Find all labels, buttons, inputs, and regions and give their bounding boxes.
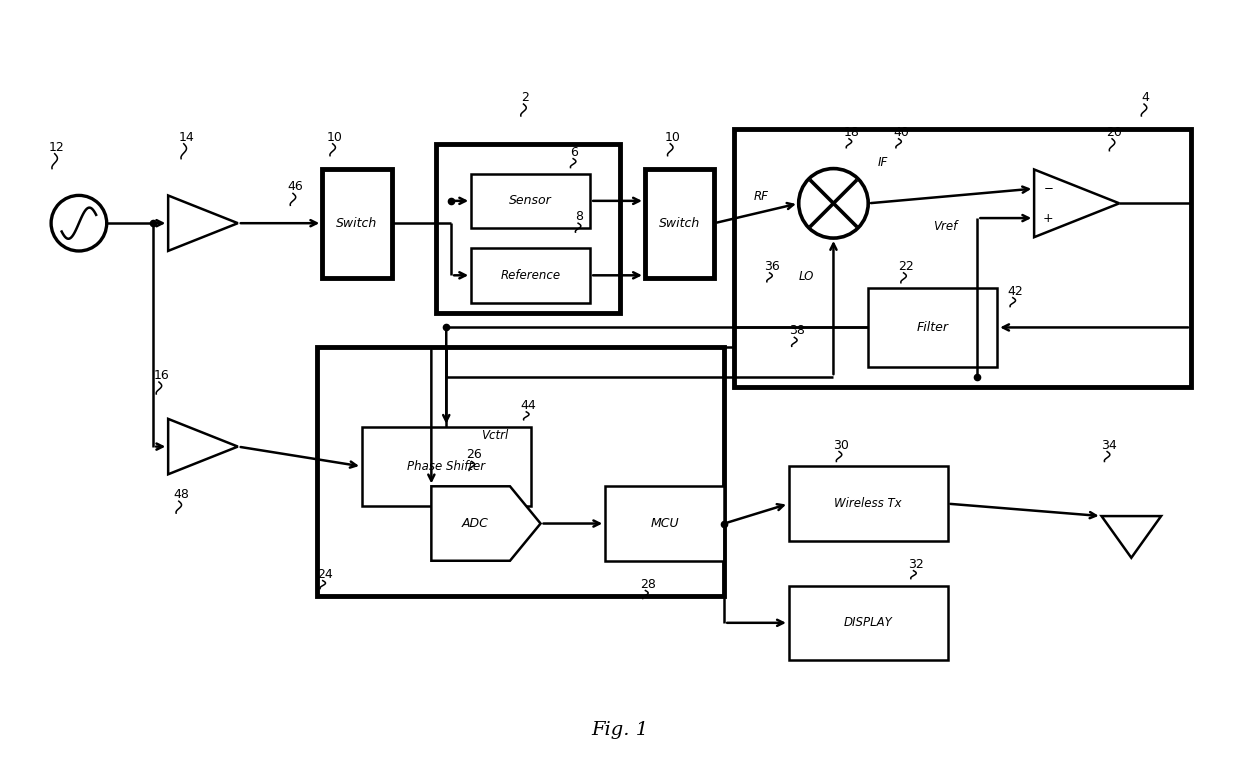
- Text: 34: 34: [1101, 438, 1117, 451]
- Text: Switch: Switch: [336, 217, 377, 230]
- Text: Phase Shifter: Phase Shifter: [407, 460, 485, 473]
- Text: +: +: [1043, 211, 1054, 225]
- Polygon shape: [169, 196, 238, 251]
- Text: 4: 4: [1141, 91, 1149, 104]
- Polygon shape: [169, 419, 238, 474]
- Text: 10: 10: [665, 131, 681, 144]
- Bar: [734, 129, 1190, 387]
- Text: Reference: Reference: [501, 269, 560, 282]
- Text: IF: IF: [878, 155, 888, 169]
- Text: DISPLAY: DISPLAY: [844, 616, 893, 629]
- Text: 46: 46: [288, 180, 303, 193]
- Text: 40: 40: [893, 126, 909, 139]
- Text: Filter: Filter: [916, 321, 949, 334]
- Text: Switch: Switch: [658, 217, 701, 230]
- Text: 2: 2: [521, 91, 528, 104]
- Text: 28: 28: [640, 577, 656, 591]
- Text: 8: 8: [575, 211, 583, 223]
- Bar: [362, 427, 531, 506]
- Text: Sensor: Sensor: [510, 194, 552, 207]
- Circle shape: [51, 195, 107, 251]
- Bar: [789, 586, 947, 660]
- Text: ADC: ADC: [461, 517, 489, 530]
- Text: 12: 12: [50, 141, 64, 154]
- Text: 22: 22: [898, 260, 914, 273]
- Text: 6: 6: [570, 145, 578, 159]
- Text: 42: 42: [1007, 284, 1023, 298]
- Text: LO: LO: [799, 270, 815, 283]
- Text: 10: 10: [327, 131, 343, 144]
- Text: 44: 44: [521, 399, 537, 412]
- Text: 26: 26: [466, 448, 482, 462]
- Text: −: −: [1043, 182, 1053, 195]
- Bar: [322, 169, 392, 278]
- Text: 36: 36: [764, 260, 780, 273]
- Text: Wireless Tx: Wireless Tx: [835, 497, 901, 510]
- Bar: [471, 248, 590, 302]
- Text: MCU: MCU: [650, 517, 680, 530]
- Text: 16: 16: [154, 369, 169, 382]
- Polygon shape: [1034, 169, 1120, 237]
- Text: 20: 20: [1106, 126, 1122, 139]
- Bar: [471, 173, 590, 228]
- Text: RF: RF: [754, 190, 769, 204]
- Polygon shape: [432, 486, 541, 561]
- Circle shape: [799, 169, 868, 238]
- Bar: [317, 347, 724, 595]
- Text: 30: 30: [833, 438, 849, 451]
- Text: 32: 32: [908, 558, 924, 570]
- Bar: [868, 287, 997, 368]
- Text: 24: 24: [317, 568, 332, 580]
- Bar: [645, 169, 714, 278]
- Bar: [789, 466, 947, 541]
- Text: 38: 38: [789, 324, 805, 337]
- Text: Fig. 1: Fig. 1: [591, 720, 649, 739]
- Text: Vref: Vref: [932, 220, 957, 233]
- Polygon shape: [1101, 516, 1161, 558]
- Text: 14: 14: [179, 131, 193, 144]
- Text: Vctrl: Vctrl: [481, 429, 508, 441]
- Text: 48: 48: [174, 488, 188, 501]
- Text: 18: 18: [843, 126, 859, 139]
- Bar: [605, 486, 724, 561]
- Bar: [436, 144, 620, 312]
